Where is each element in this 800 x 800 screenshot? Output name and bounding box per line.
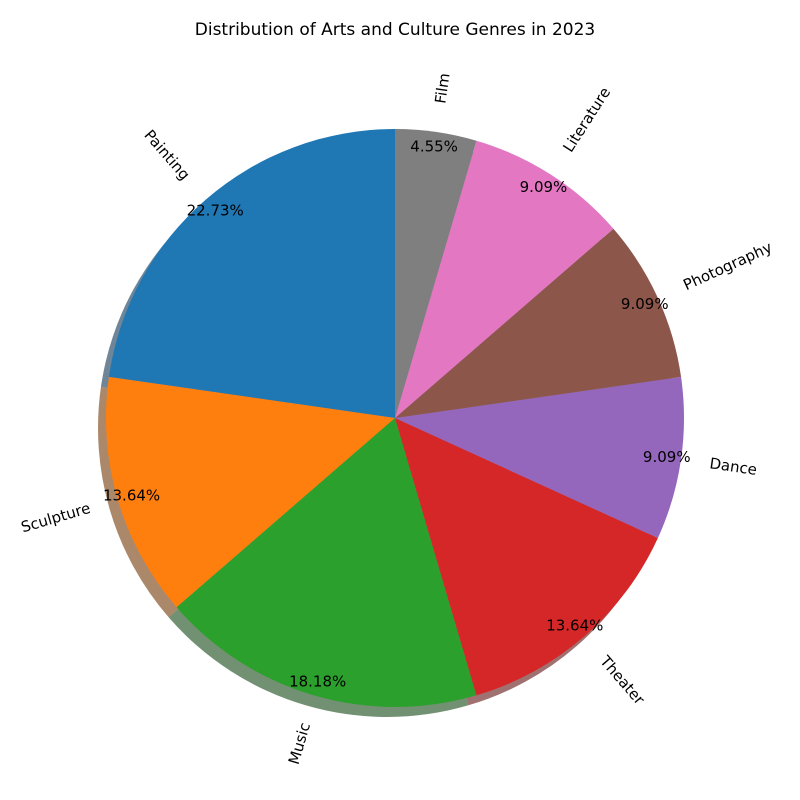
slice-painting	[109, 129, 395, 418]
slice-label-theater: Theater	[596, 652, 649, 709]
slice-pct-literature: 9.09%	[520, 178, 568, 196]
slice-label-music: Music	[285, 720, 314, 766]
slice-label-photography: Photography	[680, 238, 775, 294]
slice-pct-theater: 13.64%	[546, 616, 603, 634]
slice-pct-dance: 9.09%	[643, 448, 691, 466]
slice-pct-sculpture: 13.64%	[103, 486, 160, 504]
chart-title: Distribution of Arts and Culture Genres …	[195, 20, 596, 40]
slice-pct-painting: 22.73%	[187, 202, 244, 220]
slice-label-sculpture: Sculpture	[19, 499, 93, 536]
slice-pct-film: 4.55%	[410, 137, 458, 155]
slice-pct-music: 18.18%	[289, 672, 346, 690]
slice-pct-photography: 9.09%	[621, 295, 669, 313]
slice-label-painting: Painting	[141, 126, 194, 183]
slice-label-dance: Dance	[708, 454, 758, 479]
slice-label-film: Film	[431, 72, 453, 105]
slice-label-literature: Literature	[559, 84, 614, 156]
